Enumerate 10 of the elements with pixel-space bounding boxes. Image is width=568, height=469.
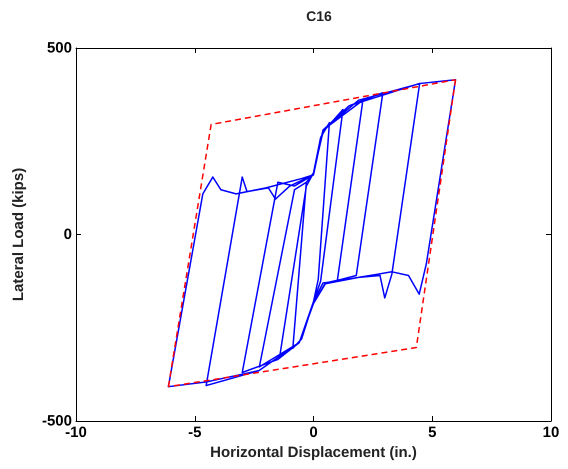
x-tick-label: 5: [428, 424, 436, 441]
y-tick-label: 0: [64, 226, 72, 243]
x-axis-title: Horizontal Displacement (in.): [210, 444, 417, 461]
x-tick-label: 10: [542, 424, 560, 441]
y-tick-label: 500: [46, 40, 72, 56]
x-tick-label: -5: [188, 424, 202, 441]
y-axis-title: Lateral Load (kips): [10, 168, 27, 302]
x-tick-label: 0: [309, 424, 318, 441]
y-tick-label: -500: [42, 412, 72, 430]
chart-title: C16: [306, 8, 332, 24]
